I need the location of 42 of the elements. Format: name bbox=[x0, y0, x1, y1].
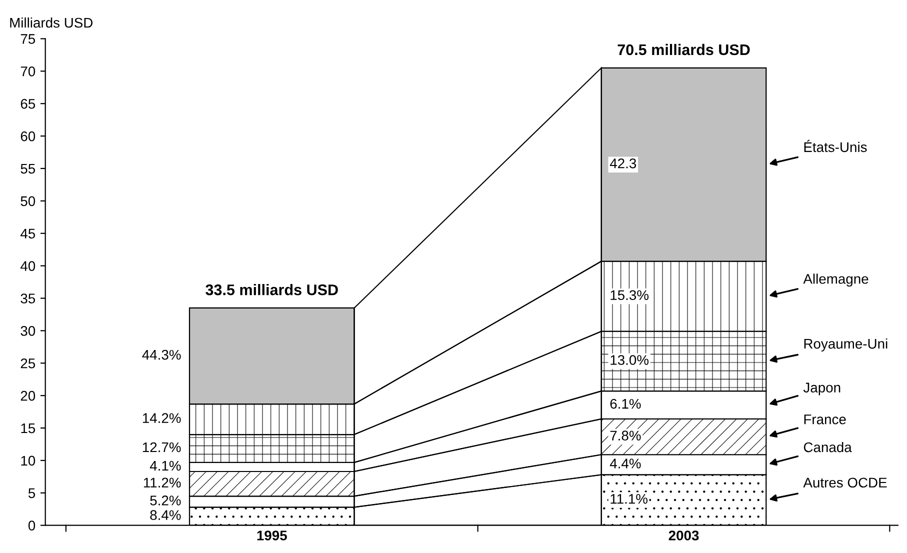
y-tick-label: 70 bbox=[20, 66, 36, 76]
annotation: 4.1% bbox=[150, 460, 181, 471]
annotation: 44.3% bbox=[142, 350, 181, 360]
text: États-Unis bbox=[804, 140, 867, 152]
total-label: 70.5 milliards USD bbox=[618, 44, 750, 56]
text: Japon bbox=[803, 382, 840, 396]
y-tick-label: 50 bbox=[20, 196, 36, 206]
y-tick-label: 60 bbox=[20, 131, 36, 142]
annotation: 14.2% bbox=[142, 413, 181, 423]
annotation: 12.7% bbox=[142, 442, 181, 452]
y-tick-label: 40 bbox=[20, 261, 36, 271]
annotation: 15.3% bbox=[610, 290, 649, 300]
annotation: 4.4% bbox=[610, 458, 641, 468]
annotation: 7.8% bbox=[610, 430, 641, 441]
y-tick-label: 65 bbox=[20, 98, 36, 109]
annotation: 13.0% bbox=[610, 355, 649, 365]
total-label: 33.5 milliards USD bbox=[206, 284, 338, 296]
x-tick-label: 2003 bbox=[668, 530, 699, 540]
annotation: 8.4% bbox=[150, 510, 181, 520]
y-tick-label: 75 bbox=[20, 34, 36, 44]
text: Royaume-Uni bbox=[804, 338, 888, 352]
y-tick-label: 5 bbox=[28, 488, 36, 498]
text: Canada bbox=[804, 442, 852, 452]
y-tick-label: 45 bbox=[20, 228, 36, 239]
text: Allemagne bbox=[803, 274, 868, 287]
text: Autres OCDE bbox=[803, 478, 887, 488]
y-tick-label: 35 bbox=[20, 294, 36, 304]
y-tick-label: 10 bbox=[21, 456, 36, 466]
annotation: 6.1% bbox=[610, 398, 641, 409]
y-tick-label: 30 bbox=[20, 326, 36, 336]
annotation: 5.2% bbox=[150, 496, 181, 506]
y-tick-label: 25 bbox=[20, 358, 36, 368]
annotation: 11.2% bbox=[144, 478, 181, 488]
y-tick-label: 0 bbox=[28, 520, 36, 531]
annotation: 11.1% bbox=[610, 494, 648, 504]
annotation: 42.3 bbox=[610, 158, 636, 168]
y-axis-title: Milliards USD bbox=[10, 17, 93, 28]
text: France bbox=[804, 414, 846, 424]
y-tick-label: 20 bbox=[20, 390, 36, 401]
x-tick-label: 1995 bbox=[257, 530, 287, 540]
y-tick-label: 15 bbox=[21, 424, 36, 434]
y-tick-label: 55 bbox=[20, 164, 36, 174]
